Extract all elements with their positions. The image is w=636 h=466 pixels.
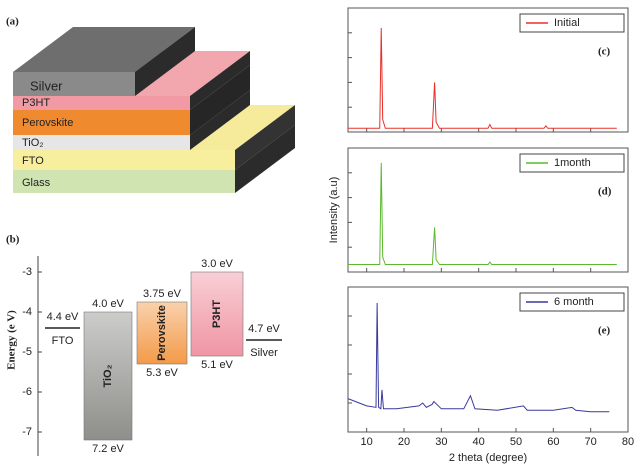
x-tick-label: 80 (622, 436, 634, 448)
y-tick-label: -4 (22, 306, 32, 318)
legend-label: 6 month (554, 296, 594, 308)
band-box (190, 271, 244, 357)
level-label: 4.4 eV (47, 311, 79, 323)
x-tick-label: 40 (473, 436, 485, 448)
level-label: 4.7 eV (248, 323, 280, 335)
layer-diagram: (a) Silver P3HT Perovskite TiO₂ FTO Glas… (6, 16, 295, 193)
x-axis-label: 2 theta (degree) (449, 452, 527, 464)
glass-layer (13, 170, 235, 193)
level-label: 7.2 eV (92, 443, 124, 455)
y-tick-label: -5 (22, 346, 32, 358)
xrd-line (347, 302, 610, 413)
x-tick-label: 60 (547, 436, 559, 448)
layer-label: Glass (22, 177, 51, 189)
perovskite-layer (13, 110, 190, 135)
band-box (136, 301, 188, 365)
x-tick-label: 70 (585, 436, 597, 448)
silver-top (13, 27, 195, 72)
level-label: 5.1 eV (201, 359, 233, 371)
fto-layer (13, 150, 235, 170)
x-tick-label: 10 (361, 436, 373, 448)
layer-label: Perovskite (22, 117, 73, 129)
level-label: 5.3 eV (146, 367, 178, 379)
layer-side (190, 51, 250, 110)
panel-label: (a) (6, 16, 19, 28)
tio2-layer (13, 135, 190, 150)
panel-label: (b) (6, 234, 20, 246)
layer-side (235, 125, 295, 193)
x-tick-label: 30 (435, 436, 447, 448)
p3ht-layer (13, 96, 190, 110)
level-label: 3.0 eV (201, 258, 233, 270)
legend-label: Initial (554, 17, 580, 29)
band-name: FTO (52, 335, 74, 347)
xrd-line (348, 162, 617, 266)
band-name: P3HT (211, 300, 223, 328)
legend-box (519, 13, 625, 33)
layer-label: FTO (22, 155, 44, 167)
y-axis-label: Intensity (a.u) (328, 177, 340, 244)
legend-box (519, 292, 625, 312)
legend-box (519, 153, 625, 173)
layer-label: P3HT (22, 97, 50, 109)
plot-frame (347, 7, 629, 133)
panel-label: (e) (598, 325, 611, 337)
y-tick-label: -7 (22, 426, 32, 438)
x-tick-label: 20 (398, 436, 410, 448)
legend-label: 1month (554, 157, 591, 169)
panel-label: (d) (598, 186, 612, 198)
plot-frame (347, 286, 629, 433)
band-name: Perovskite (156, 305, 168, 361)
band-name: TiO₂ (102, 364, 114, 387)
layer-side (190, 65, 250, 135)
x-tick-label: 50 (510, 436, 522, 448)
layer-label: TiO₂ (22, 137, 44, 149)
y-tick-label: -3 (22, 266, 32, 278)
level-label: 4.0 eV (92, 298, 124, 310)
panel-label: (c) (598, 46, 611, 58)
y-tick-label: -6 (22, 386, 32, 398)
level-label: 3.75 eV (143, 288, 182, 300)
silver-layer (13, 72, 135, 96)
band-box (83, 311, 133, 441)
band-name: Silver (250, 347, 278, 359)
xrd-line (348, 27, 617, 129)
layer-side (235, 105, 295, 170)
layer-label: Silver (30, 78, 63, 93)
plot-frame (347, 147, 629, 273)
y-axis-label: Energy (e V) (6, 310, 18, 370)
layer-side (135, 27, 195, 96)
layer-side (190, 90, 250, 150)
